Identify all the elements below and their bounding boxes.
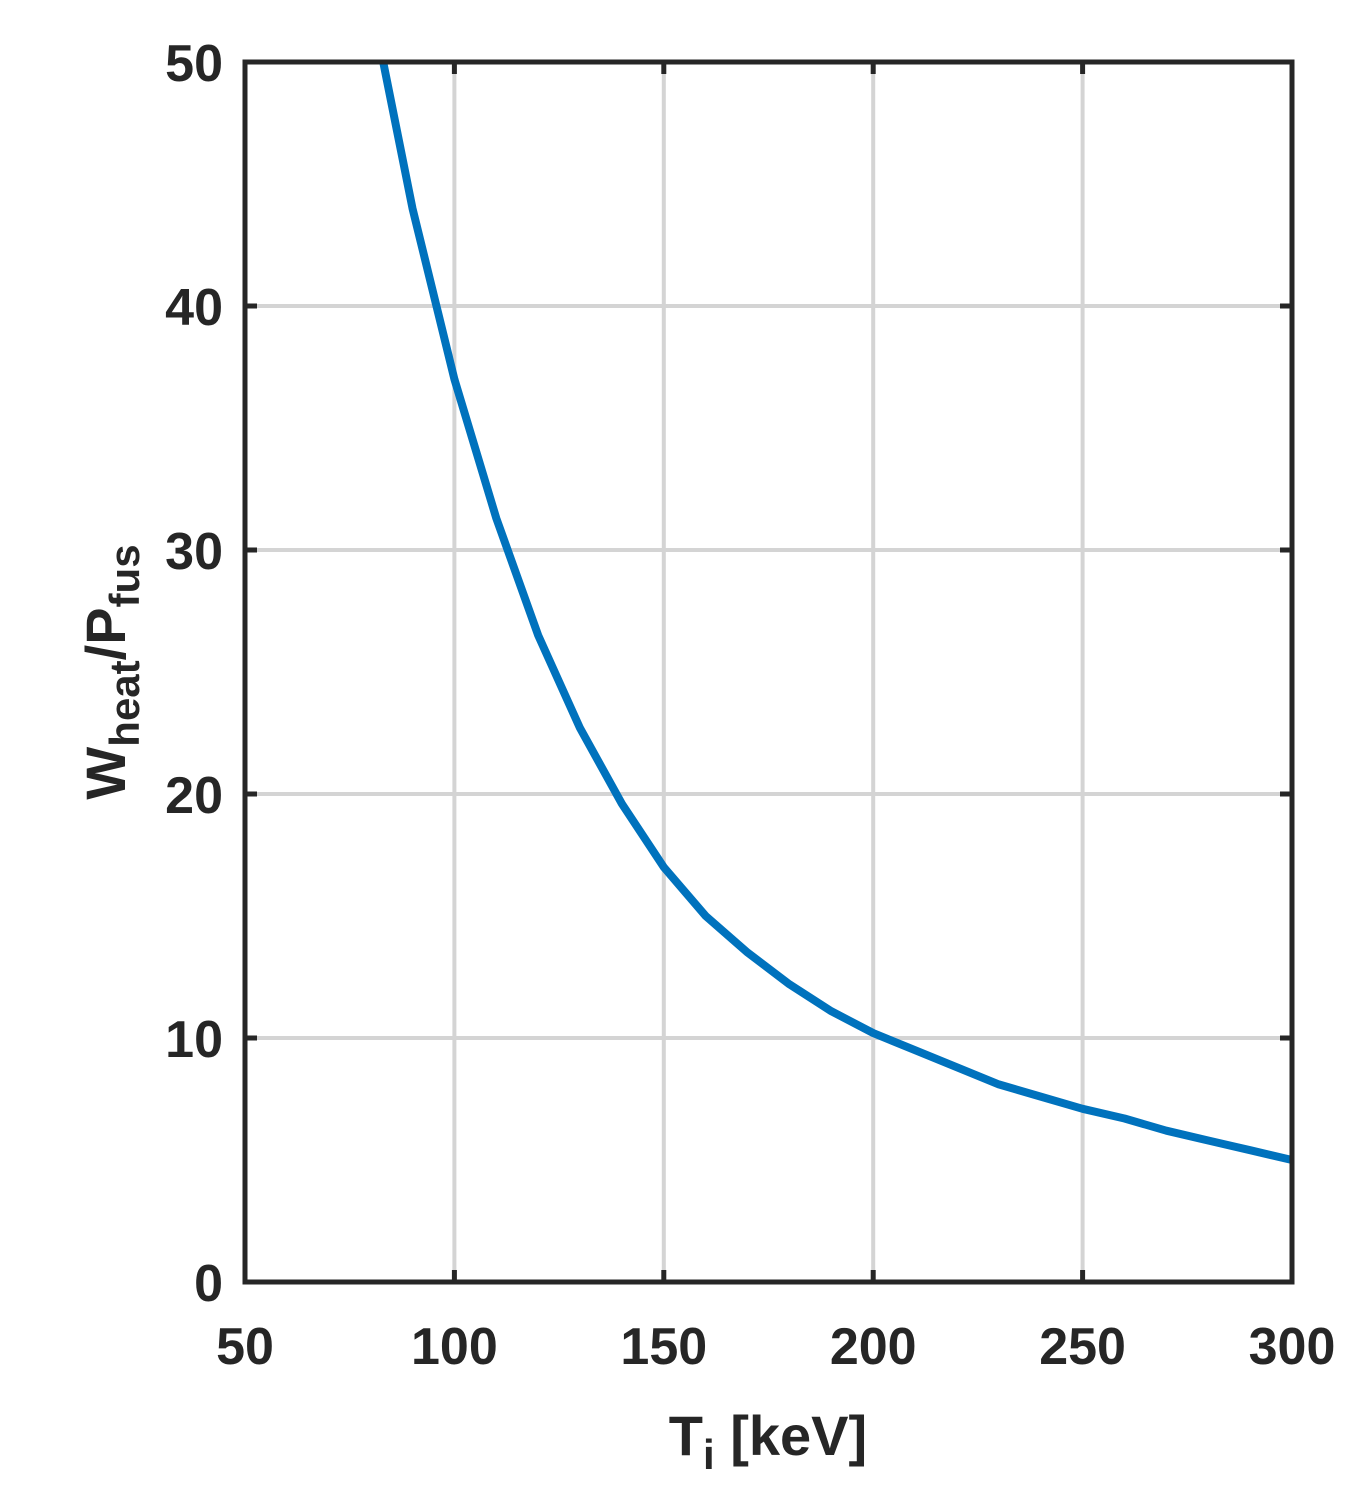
x-tick-label: 50: [216, 1318, 274, 1376]
y-tick-label: 30: [165, 523, 223, 581]
x-label-sub: i: [703, 1431, 715, 1478]
y-tick-label: 40: [165, 279, 223, 337]
plot-frame: [242, 59, 1295, 1285]
y-label-main: W: [74, 747, 137, 800]
x-label-rest: [keV]: [715, 1404, 868, 1467]
series-line: [379, 61, 1293, 1164]
y-tick-label: 10: [165, 1011, 223, 1069]
x-tick-label: 300: [1249, 1318, 1336, 1376]
series-lines: [379, 61, 1293, 1164]
x-tick-label: 100: [411, 1318, 498, 1376]
y-label-sub2: fus: [101, 544, 148, 607]
x-axis-label: Ti [keV]: [669, 1404, 867, 1478]
x-label-main: T: [669, 1404, 703, 1467]
y-axis-label: Wheat/Pfus: [74, 544, 148, 799]
y-tick-label: 50: [165, 35, 223, 93]
x-tick-label: 250: [1039, 1318, 1126, 1376]
x-tick-label: 150: [620, 1318, 707, 1376]
tick-marks: [242, 59, 1295, 1285]
y-tick-label: 20: [165, 767, 223, 825]
y-label-sub1: heat: [101, 660, 148, 746]
grid: [245, 62, 1292, 1282]
x-tick-labels: 50 100 150 200 250 300: [216, 1318, 1335, 1376]
y-tick-labels: 0 10 20 30 40 50: [165, 35, 223, 1313]
y-tick-label: 0: [194, 1255, 223, 1313]
y-label-mid: /P: [74, 607, 137, 660]
x-tick-label: 200: [830, 1318, 917, 1376]
